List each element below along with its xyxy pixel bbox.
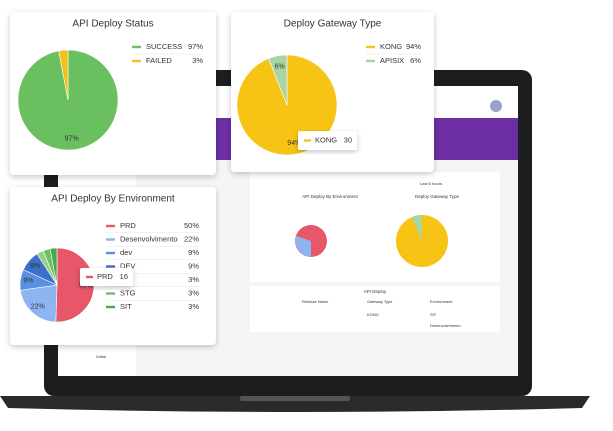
legend-swatch [132, 59, 141, 63]
tooltip [298, 131, 357, 150]
pie-slice [49, 247, 58, 286]
mini-text: SIT [430, 312, 437, 317]
legend-swatch [366, 59, 375, 63]
legend-swatch [366, 45, 375, 49]
legend-label: STG [120, 288, 136, 297]
legend-value: 6% [410, 56, 421, 65]
mini-text: Last 6 hours [420, 181, 442, 186]
mini-text: Environment [430, 299, 453, 304]
slice-label: 9% [23, 278, 33, 285]
avatar [490, 100, 502, 112]
tooltip-label: KONG [315, 135, 337, 144]
chart-card: Deploy Gateway Type 94% KONG 94% 6% APISIX 6% K… [231, 12, 434, 172]
mini-slice [295, 236, 311, 257]
legend-value: 3% [188, 302, 199, 311]
mini-text: Desenvolvimento [430, 323, 461, 328]
legend-swatch [106, 251, 115, 255]
mini-slice [412, 215, 422, 241]
tooltip-swatch [304, 139, 311, 142]
legend-value: 97% [188, 42, 203, 51]
slice-label: 6% [275, 64, 285, 71]
mini-text: Deploy Gateway Type [415, 194, 459, 199]
charts: API Deploy Status 97% SUCCESS 97% FAILED 3% De… [10, 12, 434, 345]
legend-value: 22% [184, 234, 199, 243]
mini-text: Gateway Type [367, 299, 393, 304]
legend-swatch [106, 305, 115, 309]
legend-label: Desenvolvimento [120, 234, 178, 243]
legend-value: 94% [406, 42, 421, 51]
panel [250, 172, 500, 282]
legend-label: SUCCESS [146, 42, 182, 51]
mini-text: API Deploy By Environment [302, 194, 358, 199]
slice-label: 9% [30, 263, 40, 270]
legend-label: PRD [120, 221, 136, 230]
legend-label: dev [120, 248, 132, 257]
legend-swatch [132, 45, 141, 49]
pie-slice [268, 54, 288, 106]
chart-card: API Deploy Status 97% SUCCESS 97% FAILED 3% [10, 12, 216, 175]
mini-text: API Deploy [364, 289, 387, 294]
legend-value: 50% [184, 221, 199, 230]
chart-card: API Deploy By Environment50%PRD50%22%Des… [10, 187, 216, 345]
legend-value: 3% [188, 288, 199, 297]
slice-label: 94% [287, 140, 301, 147]
legend-label: DEV [120, 261, 135, 270]
legend-swatch [106, 224, 115, 228]
tooltip-swatch [86, 275, 93, 279]
chart-title: API Deploy By Environment [51, 194, 175, 205]
mini-text: Voltar [96, 354, 107, 359]
mini-text: KONG [367, 312, 379, 317]
tooltip [80, 268, 133, 286]
tooltip-value: 16 [120, 272, 128, 281]
pie-slice [20, 284, 58, 323]
legend-value: 9% [188, 248, 199, 257]
legend-swatch [106, 292, 115, 295]
legend-label: APISIX [380, 56, 404, 65]
legend-swatch [106, 238, 115, 241]
legend-swatch [106, 265, 115, 268]
notch [240, 396, 350, 401]
slice-label: 22% [31, 303, 45, 310]
legend-value: 3% [188, 275, 199, 284]
pie-slice [58, 49, 69, 101]
legend-value: 9% [188, 261, 199, 270]
legend-label: KONG [380, 42, 402, 51]
slice-label: 97% [65, 136, 79, 143]
legend-label: SIT [120, 302, 132, 311]
legend-label: FAILED [146, 56, 172, 65]
chart-title: API Deploy Status [72, 19, 153, 30]
table-panel [250, 286, 500, 332]
mini-text: Release Name [302, 299, 329, 304]
base [0, 396, 590, 412]
chart-title: Deploy Gateway Type [284, 19, 382, 30]
legend-value: 3% [192, 56, 203, 65]
tooltip-label: PRD [97, 272, 113, 281]
tooltip-value: 30 [344, 135, 352, 144]
